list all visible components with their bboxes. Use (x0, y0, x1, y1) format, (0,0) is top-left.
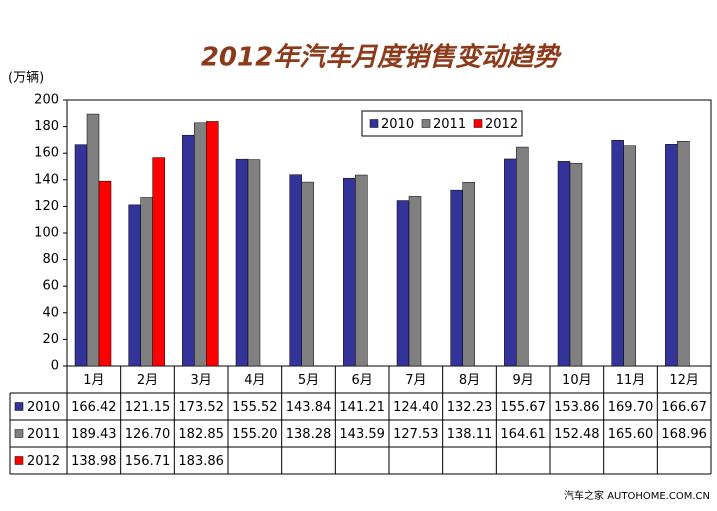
bar (516, 146, 529, 367)
y-tick-label: 0 (51, 359, 59, 374)
bar (665, 144, 678, 367)
bar (396, 200, 410, 367)
table-cell: 127.53 (393, 427, 439, 442)
table-cell: 126.70 (125, 427, 171, 442)
bar (301, 181, 314, 367)
legend-label: 2010 (381, 117, 414, 132)
table-cell: 166.42 (71, 400, 117, 415)
table-cell: 132.23 (447, 400, 493, 415)
y-tick-label: 20 (42, 332, 59, 347)
table-cell: 138.28 (286, 427, 332, 442)
table-cell: 189.43 (71, 427, 117, 442)
x-tick-label: 6月 (352, 373, 373, 388)
bar (677, 141, 690, 367)
bar (408, 196, 422, 367)
legend-label: 2012 (485, 117, 518, 132)
chart-title: 2012年汽车月度销售变动趋势 (201, 43, 562, 73)
bar (74, 144, 88, 367)
x-tick-label: 4月 (244, 373, 265, 388)
bar (140, 197, 153, 367)
table-cell: 182.85 (178, 427, 224, 442)
x-tick-label: 11月 (616, 373, 646, 388)
bar (611, 140, 624, 367)
x-tick-label: 3月 (191, 373, 212, 388)
x-tick-label: 5月 (298, 373, 319, 388)
bar (194, 122, 207, 367)
bar (450, 189, 463, 367)
table-cell: 173.52 (178, 400, 224, 415)
x-tick-label: 1月 (83, 373, 104, 388)
table-row-header: 2011 (27, 427, 60, 442)
y-tick-label: 200 (34, 93, 59, 108)
legend-label: 2011 (433, 117, 466, 132)
x-tick-label: 7月 (405, 373, 426, 388)
table-cell: 155.67 (500, 400, 546, 415)
table-cell: 153.86 (554, 400, 600, 415)
bar (247, 159, 261, 367)
y-axis-label: (万辆) (8, 71, 44, 86)
y-tick-label: 160 (34, 146, 59, 161)
bar (152, 157, 165, 367)
table-cell: 166.67 (661, 400, 707, 415)
table-cell: 156.71 (125, 454, 171, 469)
bar (355, 174, 368, 367)
table-cell: 165.60 (608, 427, 654, 442)
x-tick-label: 9月 (513, 373, 534, 388)
table-cell: 168.96 (661, 427, 707, 442)
table-cell: 183.86 (178, 454, 224, 469)
y-tick-label: 60 (42, 279, 59, 294)
bar (86, 113, 100, 367)
y-tick-label: 140 (34, 172, 59, 187)
legend-key (14, 402, 24, 411)
table-cell: 152.48 (554, 427, 600, 442)
y-tick-label: 120 (34, 199, 59, 214)
bar (462, 182, 475, 367)
legend-key (14, 456, 24, 465)
bar (343, 177, 356, 367)
bar (98, 180, 112, 367)
x-tick-label: 10月 (562, 373, 592, 388)
legend-key (473, 119, 483, 128)
table-cell: 138.98 (71, 454, 117, 469)
table-cell: 143.84 (286, 400, 332, 415)
bar (623, 145, 636, 367)
bar (504, 158, 517, 367)
table-cell: 141.21 (339, 400, 385, 415)
bar (289, 174, 302, 367)
bar (182, 134, 195, 367)
table-cell: 138.11 (447, 427, 493, 442)
y-tick-label: 180 (34, 119, 59, 134)
table-cell: 124.40 (393, 400, 439, 415)
watermark: 汽车之家 AUTOHOME.COM.CN (564, 489, 710, 502)
table-cell: 169.70 (608, 400, 654, 415)
legend-box (361, 110, 523, 137)
table-cell: 121.15 (125, 400, 171, 415)
bar (569, 162, 583, 367)
bar (206, 121, 219, 367)
legend-key (369, 119, 379, 128)
y-tick-label: 100 (34, 226, 59, 241)
x-tick-label: 12月 (669, 373, 699, 388)
y-tick-label: 40 (42, 305, 59, 320)
table-cell: 155.20 (232, 427, 278, 442)
table-cell: 164.61 (500, 427, 546, 442)
legend-key (421, 119, 431, 128)
x-tick-label: 8月 (459, 373, 480, 388)
table-row-header: 2012 (27, 454, 60, 469)
table-cell: 155.52 (232, 400, 278, 415)
legend-key (14, 429, 24, 438)
y-tick-label: 80 (42, 252, 59, 267)
x-tick-label: 2月 (137, 373, 158, 388)
table-cell: 143.59 (339, 427, 385, 442)
table-row-header: 2010 (27, 400, 60, 415)
bar (235, 158, 249, 367)
bar (557, 161, 571, 367)
bar (128, 204, 141, 367)
